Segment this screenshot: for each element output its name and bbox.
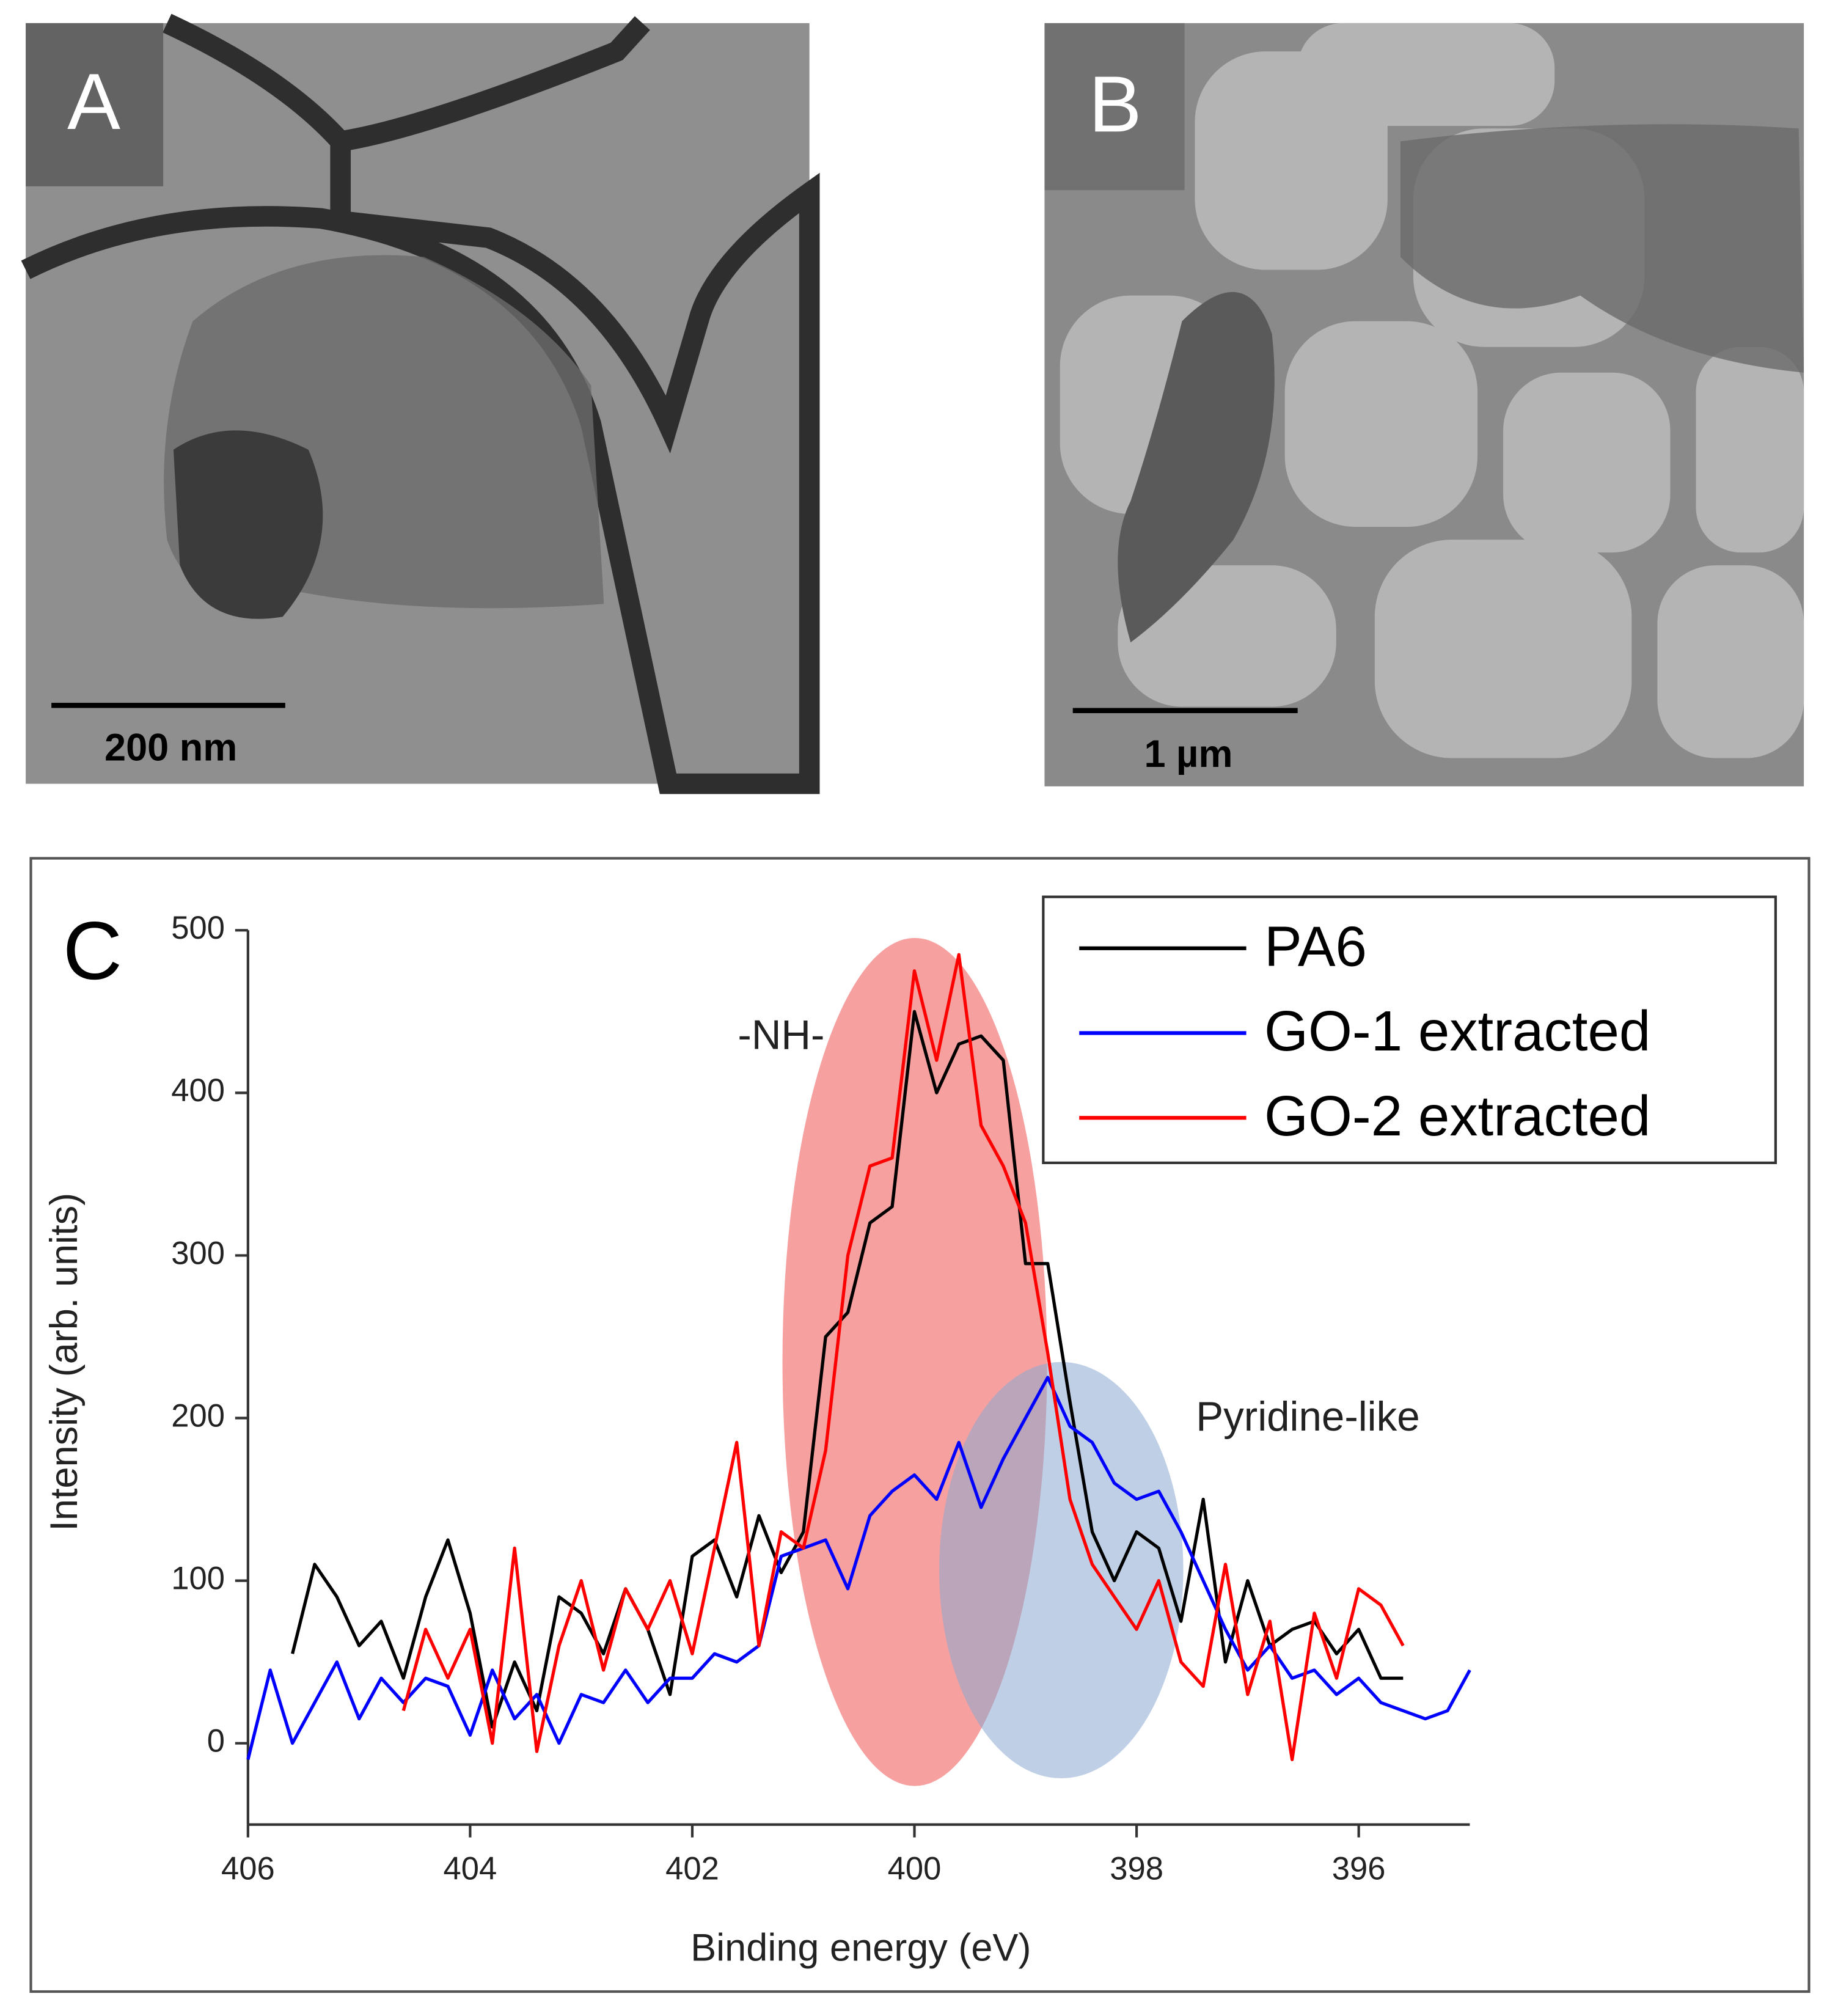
- y-axis-label: Intensity (arb. units): [43, 1193, 86, 1531]
- label-box: [26, 23, 164, 186]
- x-tick-label: 398: [1110, 1850, 1163, 1886]
- flake: [1118, 291, 1275, 643]
- scale-bar-label: 200 nm: [104, 727, 237, 769]
- panel-label: C: [63, 904, 122, 997]
- flake-dark: [173, 430, 323, 619]
- y-tick-label: 0: [207, 1723, 225, 1759]
- grid-bar: [163, 13, 650, 219]
- y-tick-label: 200: [171, 1398, 225, 1434]
- x-tick-label: 396: [1332, 1850, 1386, 1886]
- legend-label: GO-2 extracted: [1264, 1084, 1650, 1148]
- series-line: [246, 1376, 1471, 1760]
- legend: PA6 GO-1 extracted GO-2 extracted: [1042, 895, 1777, 1164]
- highlight-pyridine: [939, 1362, 1184, 1779]
- legend-label: GO-1 extracted: [1264, 999, 1650, 1063]
- label-box: [1044, 23, 1185, 191]
- x-axis-label: Binding energy (eV): [690, 1926, 1031, 1969]
- panel-a: A 200 nm: [21, 13, 820, 794]
- panel-label: B: [1089, 59, 1142, 148]
- x-tick-label: 402: [665, 1850, 719, 1886]
- y-tick-label: 400: [171, 1072, 225, 1109]
- scale-bar-label: 1 µm: [1144, 733, 1232, 775]
- x-tick-label: 406: [221, 1850, 275, 1886]
- x-tick-label: 404: [444, 1850, 497, 1886]
- legend-label: PA6: [1264, 914, 1367, 978]
- series-line: [401, 953, 1405, 1761]
- panel-b: B 1 µm: [1044, 23, 1804, 786]
- flake: [1400, 124, 1804, 373]
- annotation: -NH-: [738, 1013, 824, 1058]
- plot: 0 100 200 300 400 500 406 404 402 400 398 396 PA6 GO-…: [171, 895, 1777, 1886]
- y-tick-label: 500: [171, 910, 225, 946]
- y-tick-label: 300: [171, 1235, 225, 1271]
- annotation: Pyridine-like: [1196, 1394, 1419, 1440]
- y-tick-label: 100: [171, 1560, 225, 1596]
- x-tick-label: 400: [888, 1850, 942, 1886]
- panel-label: A: [67, 57, 120, 146]
